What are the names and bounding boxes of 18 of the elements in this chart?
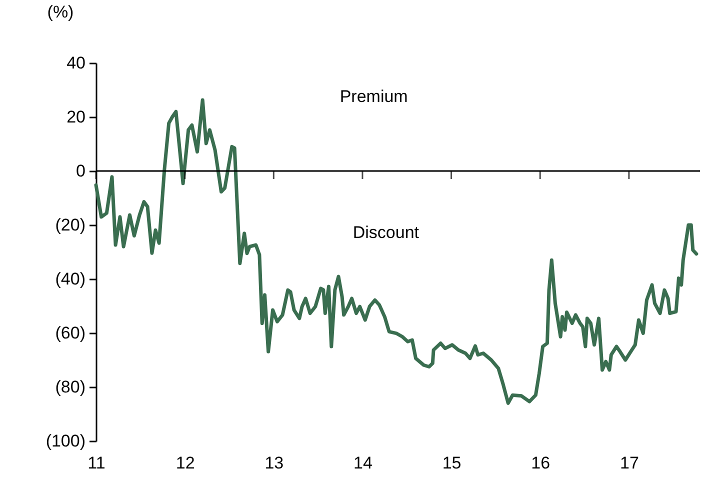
x-tick-label: 17 [620, 454, 639, 472]
y-tick-label: (60) [55, 324, 86, 342]
y-tick-label: (20) [55, 216, 86, 234]
x-tick-label: 15 [442, 454, 462, 472]
y-tick-label: 40 [66, 54, 86, 72]
x-tick-label: 14 [354, 454, 372, 472]
x-tick-label: 16 [531, 454, 550, 472]
y-tick-label: 0 [76, 162, 86, 180]
x-tick-label: 13 [264, 454, 284, 472]
y-tick-label: (80) [55, 378, 86, 396]
y-tick-label: (40) [55, 270, 86, 288]
annotation: Discount [352, 223, 420, 242]
y-axis-title: (%) [47, 2, 74, 22]
x-tick-label: 12 [176, 454, 195, 472]
annotation: Premium [340, 87, 408, 106]
y-tick-label: 20 [66, 108, 86, 126]
x-tick-label: 11 [88, 454, 106, 472]
y-tick-label: (100) [46, 432, 86, 450]
